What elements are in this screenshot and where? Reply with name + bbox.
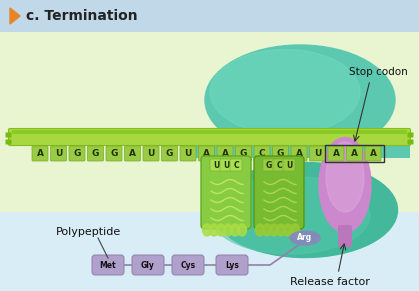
FancyBboxPatch shape [132,255,164,275]
Text: U: U [55,150,62,159]
Text: G: G [266,161,272,169]
Ellipse shape [256,224,264,236]
FancyBboxPatch shape [217,146,233,161]
FancyBboxPatch shape [5,139,11,145]
Ellipse shape [210,49,360,134]
Text: Cys: Cys [181,260,196,269]
Ellipse shape [210,224,218,236]
Ellipse shape [238,224,246,236]
Text: A: A [295,150,303,159]
Text: A: A [129,150,136,159]
Ellipse shape [230,224,240,236]
Polygon shape [10,8,20,24]
Text: U: U [223,161,229,169]
Ellipse shape [290,231,320,245]
Ellipse shape [202,224,212,236]
FancyBboxPatch shape [272,146,289,161]
Ellipse shape [269,224,279,236]
Text: Arg: Arg [297,233,313,242]
Text: C: C [233,161,239,169]
Ellipse shape [212,162,398,258]
FancyBboxPatch shape [32,146,48,161]
FancyBboxPatch shape [408,132,414,138]
Ellipse shape [217,224,225,236]
Text: A: A [36,150,44,159]
FancyBboxPatch shape [230,159,242,171]
FancyBboxPatch shape [273,159,285,171]
Ellipse shape [262,224,272,236]
Text: Met: Met [100,260,116,269]
Bar [195,128,410,158]
Ellipse shape [205,45,395,155]
Text: U: U [184,150,191,159]
Text: A: A [370,150,377,159]
Text: Release factor: Release factor [290,277,370,287]
Text: U: U [213,161,219,169]
FancyBboxPatch shape [220,159,232,171]
Ellipse shape [277,224,285,236]
FancyBboxPatch shape [201,156,251,229]
FancyBboxPatch shape [254,156,304,229]
FancyBboxPatch shape [365,146,381,161]
Ellipse shape [284,224,292,236]
Text: G: G [92,150,99,159]
Text: U: U [286,161,292,169]
FancyBboxPatch shape [5,132,11,138]
Ellipse shape [319,138,371,233]
FancyBboxPatch shape [263,159,275,171]
FancyBboxPatch shape [310,146,326,161]
Text: A: A [222,150,228,159]
FancyBboxPatch shape [51,146,67,161]
Text: A: A [351,150,358,159]
Text: c. Termination: c. Termination [26,9,137,23]
FancyBboxPatch shape [199,146,215,161]
FancyBboxPatch shape [172,255,204,275]
Ellipse shape [326,142,364,212]
Ellipse shape [290,224,300,236]
FancyBboxPatch shape [216,255,248,275]
FancyBboxPatch shape [88,146,103,161]
FancyBboxPatch shape [180,146,196,161]
Text: C: C [259,150,265,159]
FancyBboxPatch shape [8,129,411,146]
FancyBboxPatch shape [106,146,122,161]
Text: U: U [147,150,155,159]
FancyBboxPatch shape [210,159,222,171]
FancyBboxPatch shape [69,146,85,161]
FancyBboxPatch shape [254,146,270,161]
Text: G: G [277,150,284,159]
FancyBboxPatch shape [291,146,307,161]
Text: C: C [276,161,282,169]
Text: Polypeptide: Polypeptide [55,227,121,237]
FancyBboxPatch shape [143,146,159,161]
Text: U: U [314,150,321,159]
Bar [0,32,419,212]
FancyBboxPatch shape [328,146,344,161]
Text: Lys: Lys [225,260,239,269]
Text: G: G [110,150,118,159]
Text: G: G [73,150,81,159]
Ellipse shape [223,224,233,236]
Text: A: A [333,150,339,159]
FancyBboxPatch shape [283,159,295,171]
Ellipse shape [210,176,370,254]
Bar [12,130,407,134]
FancyBboxPatch shape [235,146,251,161]
Text: Gly: Gly [141,260,155,269]
FancyBboxPatch shape [347,146,362,161]
Bar [0,0,419,32]
Text: A: A [203,150,210,159]
Text: G: G [166,150,173,159]
Text: G: G [240,150,247,159]
FancyBboxPatch shape [408,139,414,145]
FancyBboxPatch shape [124,146,140,161]
FancyBboxPatch shape [92,255,124,275]
FancyBboxPatch shape [161,146,178,161]
Text: Stop codon: Stop codon [349,67,407,77]
FancyBboxPatch shape [338,225,352,247]
